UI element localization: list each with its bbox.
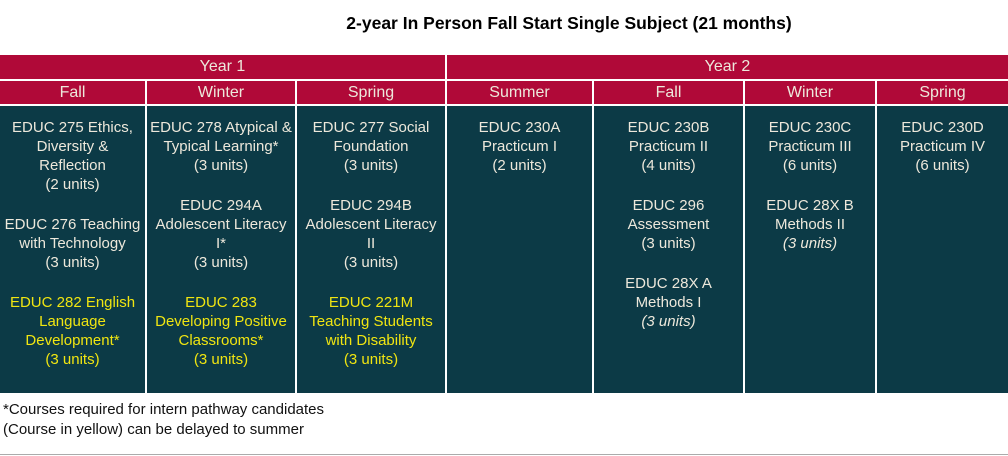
semester-header-y1-fall: Fall	[0, 81, 147, 106]
course-item-highlighted: EDUC 282 English Language Development* (…	[3, 293, 142, 369]
semester-header-y2-fall: Fall	[594, 81, 745, 106]
course-name: EDUC 278 Atypical & Typical Learning*	[150, 119, 292, 155]
course-item: EDUC 230D Practicum IV (6 units)	[880, 118, 1005, 175]
column-y2-winter: EDUC 230C Practicum III (6 units) EDUC 2…	[745, 106, 877, 393]
year-2-header: Year 2	[447, 55, 1008, 81]
course-item: EDUC 276 Teaching with Technology (3 uni…	[3, 215, 142, 272]
footnote-yellow: (Course in yellow) can be delayed to sum…	[3, 421, 304, 438]
column-y2-summer: EDUC 230A Practicum I (2 units)	[447, 106, 594, 393]
course-name: EDUC 282 English Language Development*	[9, 294, 136, 349]
course-name: EDUC 230C Practicum III	[768, 119, 852, 155]
course-name: EDUC 221M Teaching Students with Disabil…	[309, 294, 433, 349]
column-y1-fall: EDUC 275 Ethics, Diversity & Reflection …	[0, 106, 147, 393]
course-units: (3 units)	[193, 351, 249, 368]
course-item-highlighted: EDUC 283 Developing Positive Classrooms*…	[150, 293, 292, 369]
course-name: EDUC 277 Social Foundation	[312, 119, 430, 155]
course-name: EDUC 294B Adolescent Literacy II	[305, 197, 437, 252]
course-name: EDUC 230D Practicum IV	[899, 119, 986, 155]
bottom-border-line	[0, 454, 1008, 455]
course-units: (4 units)	[641, 157, 696, 174]
column-y1-winter: EDUC 278 Atypical & Typical Learning* (3…	[147, 106, 297, 393]
page-title: 2-year In Person Fall Start Single Subje…	[346, 13, 792, 33]
course-item: EDUC 275 Ethics, Diversity & Reflection …	[3, 118, 142, 194]
course-name: EDUC 276 Teaching with Technology	[4, 216, 141, 252]
footnote-asterisk: *Courses required for intern pathway can…	[3, 401, 325, 418]
course-name: EDUC 294A Adolescent Literacy I*	[155, 197, 287, 252]
course-units: (3 units)	[641, 235, 696, 252]
footnotes: *Courses required for intern pathway can…	[0, 400, 1008, 440]
course-name: EDUC 230B Practicum II	[627, 119, 710, 155]
course-units: (3 units)	[343, 351, 399, 368]
course-name: EDUC 28X A Methods I	[625, 275, 712, 311]
course-item: EDUC 28X A Methods I (3 units)	[597, 274, 740, 331]
course-item: EDUC 294B Adolescent Literacy II (3 unit…	[300, 196, 442, 272]
course-name: EDUC 296 Assessment	[627, 197, 710, 233]
course-units: (3 units)	[45, 254, 100, 271]
semester-header-y2-winter: Winter	[745, 81, 877, 106]
course-item: EDUC 294A Adolescent Literacy I* (3 unit…	[150, 196, 292, 272]
course-item: EDUC 230C Practicum III (6 units)	[748, 118, 872, 175]
course-units: (3 units)	[641, 313, 696, 330]
course-item: EDUC 230A Practicum I (2 units)	[450, 118, 589, 175]
course-item: EDUC 230B Practicum II (4 units)	[597, 118, 740, 175]
course-item: EDUC 296 Assessment (3 units)	[597, 196, 740, 253]
semester-header-y2-summer: Summer	[447, 81, 594, 106]
course-name: EDUC 230A Practicum I	[478, 119, 561, 155]
course-units: (3 units)	[193, 254, 249, 271]
semester-header-y1-spring: Spring	[297, 81, 447, 106]
course-name: EDUC 275 Ethics, Diversity & Reflection	[12, 119, 133, 174]
course-item: EDUC 28X B Methods II (3 units)	[748, 196, 872, 253]
course-units: (2 units)	[492, 157, 547, 174]
course-name: EDUC 283 Developing Positive Classrooms*	[155, 294, 287, 349]
schedule-table: Year 1 Year 2 Fall Winter Spring Summer …	[0, 55, 1008, 393]
course-units: (3 units)	[343, 157, 399, 174]
year-1-header: Year 1	[0, 55, 447, 81]
column-y2-spring: EDUC 230D Practicum IV (6 units)	[877, 106, 1008, 393]
course-units: (6 units)	[782, 157, 838, 174]
column-y2-fall: EDUC 230B Practicum II (4 units) EDUC 29…	[594, 106, 745, 393]
course-units: (3 units)	[45, 351, 100, 368]
course-units: (2 units)	[45, 176, 100, 193]
course-units: (3 units)	[193, 157, 249, 174]
course-item: EDUC 277 Social Foundation (3 units)	[300, 118, 442, 175]
semester-header-y1-winter: Winter	[147, 81, 297, 106]
course-item-highlighted: EDUC 221M Teaching Students with Disabil…	[300, 293, 442, 369]
column-y1-spring: EDUC 277 Social Foundation (3 units) EDU…	[297, 106, 447, 393]
course-item: EDUC 278 Atypical & Typical Learning* (3…	[150, 118, 292, 175]
course-name: EDUC 28X B Methods II	[766, 197, 854, 233]
course-units: (3 units)	[343, 254, 399, 271]
course-units: (3 units)	[782, 235, 838, 252]
course-units: (6 units)	[915, 157, 970, 174]
semester-header-y2-spring: Spring	[877, 81, 1008, 106]
